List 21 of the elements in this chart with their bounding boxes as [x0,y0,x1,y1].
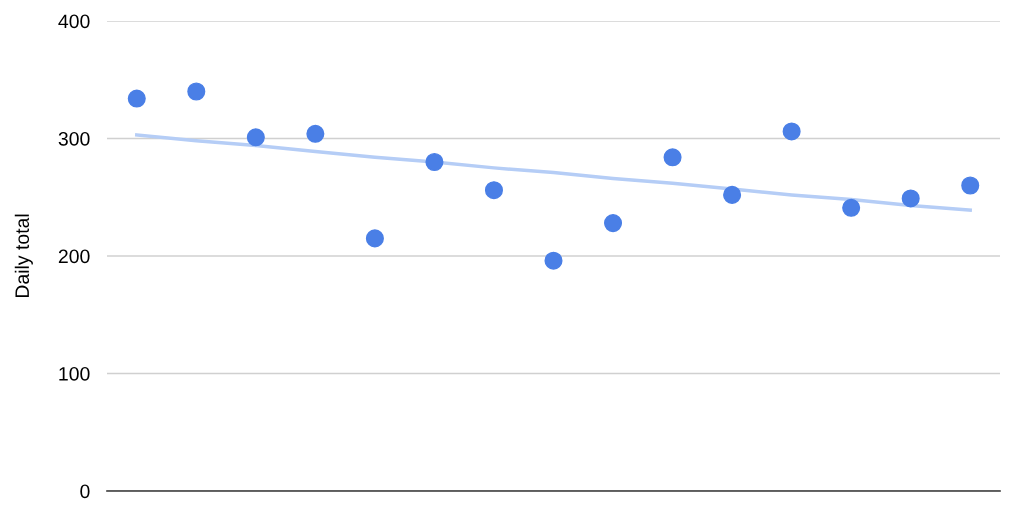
point [306,124,325,143]
point [425,152,444,172]
point [484,181,503,200]
y-axis-title: Daily total [14,214,33,298]
y-tick-label: 200 [58,249,90,264]
point [723,185,742,204]
point [544,251,563,270]
y-tick-label: 400 [58,14,90,29]
point [961,176,980,195]
point [127,89,146,108]
point [365,229,384,248]
y-tick-label: 100 [59,366,90,381]
point [663,148,682,167]
y-tick-label: 0 [80,484,90,499]
point [842,198,861,217]
point [604,214,623,233]
point [187,82,206,101]
point [246,128,265,147]
point [782,122,801,141]
y-tick-label: 300 [58,131,90,146]
point [901,189,920,208]
